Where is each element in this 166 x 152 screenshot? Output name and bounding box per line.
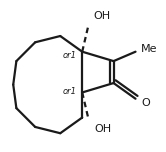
Text: O: O	[141, 98, 150, 108]
Text: Me: Me	[141, 44, 158, 54]
Text: or1: or1	[63, 87, 77, 96]
Text: OH: OH	[93, 11, 110, 21]
Text: or1: or1	[63, 51, 77, 60]
Text: OH: OH	[94, 124, 111, 134]
